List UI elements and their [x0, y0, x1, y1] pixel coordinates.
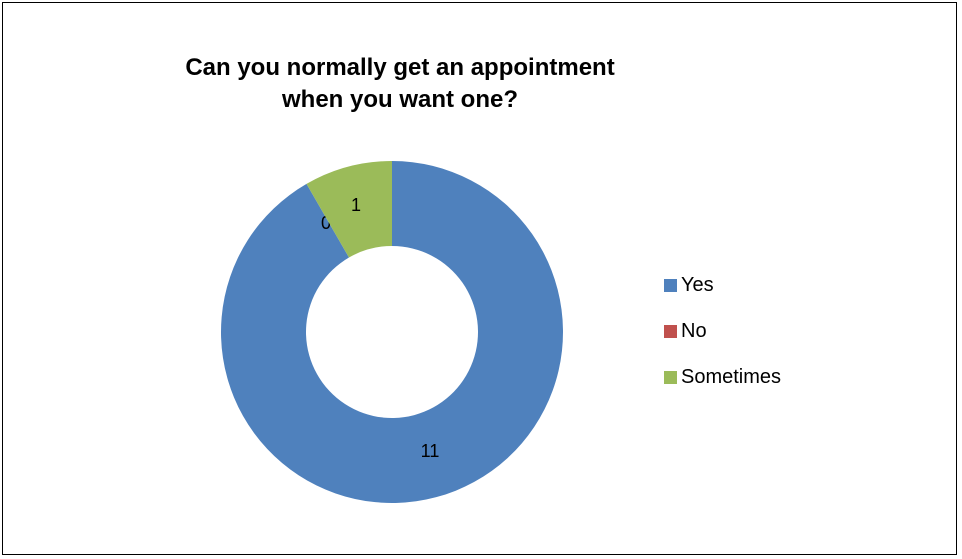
chart-title-line-2: when you want one? [281, 86, 518, 113]
legend-swatch-yes [664, 278, 677, 292]
data-label-sometimes: 1 [351, 195, 361, 215]
legend-label-yes: Yes [681, 273, 714, 296]
data-label-yes: 11 [421, 441, 440, 461]
legend-label-sometimes: Sometimes [681, 365, 782, 388]
donut-slice-sometimes [306, 161, 392, 258]
chart-title-line-1: Can you normally get an appointment [185, 54, 615, 81]
data-label-no: 0 [321, 213, 331, 233]
legend-label-no: No [681, 319, 707, 342]
legend-item-no: No [664, 308, 781, 354]
legend-swatch-sometimes [664, 370, 677, 384]
chart-legend: Yes No Sometimes [664, 262, 781, 400]
chart-title: Can you normally get an appointment when… [0, 52, 800, 116]
legend-item-yes: Yes [664, 262, 781, 308]
donut-slice-yes [220, 161, 563, 503]
legend-swatch-no [664, 324, 677, 338]
legend-item-sometimes: Sometimes [664, 354, 781, 400]
